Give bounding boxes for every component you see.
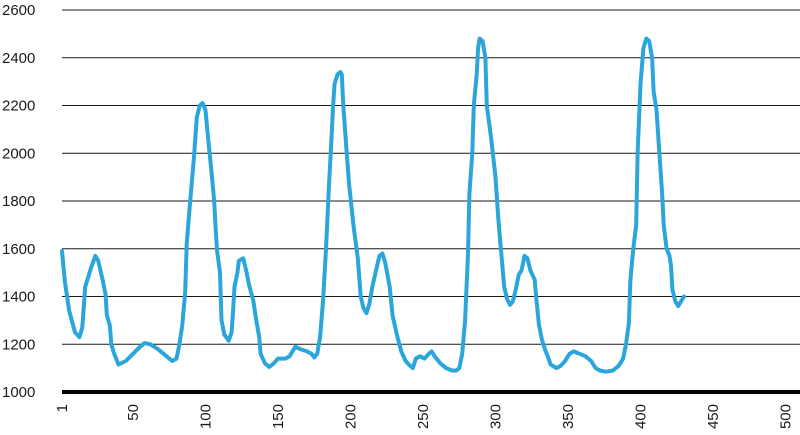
x-tick-label: 150	[270, 404, 287, 429]
series-line-0	[60, 36, 686, 374]
x-tick-label: 100	[198, 404, 215, 429]
x-tick-label: 500	[778, 404, 795, 429]
series-layer	[60, 36, 686, 374]
y-tick-label: 2200	[2, 98, 35, 115]
y-tick-label: 1400	[2, 289, 35, 306]
y-tick-label: 2400	[2, 50, 35, 67]
x-axis-tick-labels: 1 50 100 150 200 250 300 350 400 450 500	[54, 404, 795, 429]
x-tick-label: 200	[343, 404, 360, 429]
x-tick-label: 350	[560, 404, 577, 429]
x-tick-label: 50	[125, 404, 142, 421]
x-tick-label: 1	[54, 404, 71, 412]
y-tick-label: 1000	[2, 384, 35, 401]
y-tick-label: 2600	[2, 2, 35, 19]
x-tick-label: 300	[488, 404, 505, 429]
gridlines	[62, 9, 800, 345]
x-tick-label: 400	[633, 404, 650, 429]
x-tick-label: 450	[705, 404, 722, 429]
y-tick-label: 1200	[2, 336, 35, 353]
y-tick-label: 2000	[2, 145, 35, 162]
y-tick-label: 1800	[2, 193, 35, 210]
y-tick-label: 1600	[2, 241, 35, 258]
x-tick-label: 250	[415, 404, 432, 429]
y-axis-tick-labels: 1000 1200 1400 1600 1800 2000 2200 2400 2600	[2, 2, 35, 401]
